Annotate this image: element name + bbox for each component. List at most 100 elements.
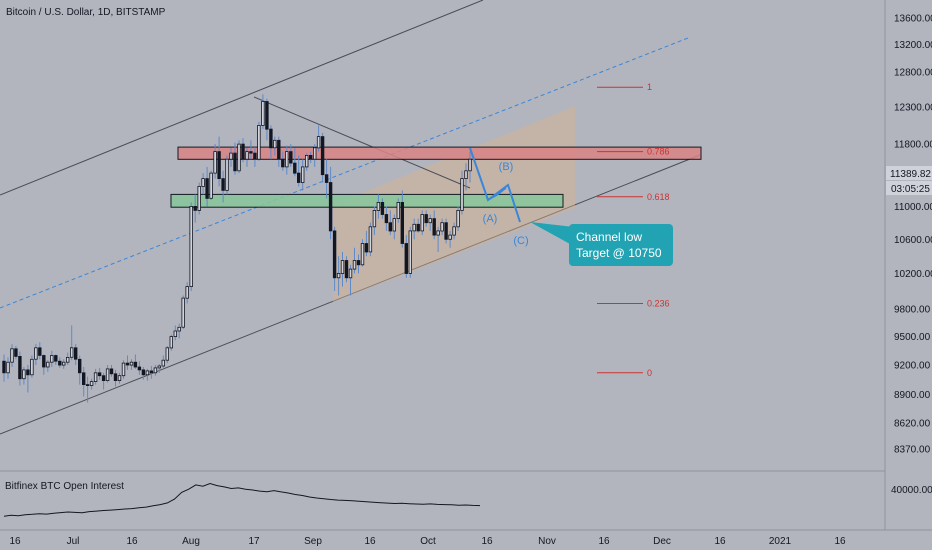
candle-up: [153, 367, 158, 374]
candle-down: [2, 360, 6, 374]
candle-down: [101, 375, 106, 382]
candle-down: [344, 260, 349, 279]
candle-up: [412, 223, 416, 232]
candle-up: [185, 286, 189, 299]
abc-wave-connector: [487, 187, 507, 201]
candle-up: [10, 348, 14, 363]
candle-up: [273, 139, 277, 149]
countdown-label: 03:05:25: [891, 184, 930, 195]
candle-up: [300, 166, 305, 183]
price-tick-label: 13600.00: [894, 14, 932, 25]
price-tick-label: 11800.00: [894, 140, 932, 151]
candle-up: [245, 151, 249, 160]
price-tick-label: 8370.00: [894, 445, 931, 456]
candle-down: [193, 205, 197, 211]
time-tick-label: 16: [364, 536, 376, 547]
current-price-tag: 11389.82 03:05:25: [886, 166, 932, 195]
candle-up: [213, 151, 217, 174]
time-tick-label: Aug: [182, 536, 200, 547]
candle-down: [281, 158, 285, 168]
candle-up: [408, 230, 412, 274]
candle-up: [428, 218, 432, 224]
price-tick-label: 8900.00: [894, 390, 931, 401]
candle-down: [42, 355, 46, 368]
candle-up: [117, 375, 122, 382]
candle-down: [265, 101, 269, 130]
chart-title: Bitcoin / U.S. Dollar, 1D, BITSTAMP: [6, 7, 166, 18]
price-tick-label: 10600.00: [894, 235, 932, 246]
candle-up: [169, 336, 173, 349]
candle-down: [109, 368, 114, 375]
time-axis[interactable]: 16 Jul 16 Aug 17 Sep 16 Oct 16 Nov 16 Dec 16 2021 16: [9, 536, 846, 547]
wave-label: (A): [483, 213, 498, 225]
candle-up: [312, 147, 317, 160]
candle-up: [145, 370, 150, 376]
candle-up: [460, 178, 464, 211]
time-tick-label: 16: [714, 536, 726, 547]
candle-up: [464, 170, 468, 180]
candle-up: [22, 369, 26, 380]
time-tick-label: 17: [248, 536, 260, 547]
candle-down: [38, 347, 42, 356]
candle-up: [420, 214, 424, 232]
candle-down: [388, 222, 392, 232]
candle-up: [129, 361, 134, 366]
price-tick-label: 9500.00: [894, 332, 931, 343]
indicator-tick-label: 40000.00: [891, 485, 932, 496]
candle-up: [257, 125, 261, 160]
pattern-overlay[interactable]: (A) (B) (C) Channel low Target @ 10750: [469, 147, 673, 266]
time-tick-label: 2021: [769, 536, 792, 547]
candle-down: [125, 362, 130, 366]
candle-up: [62, 361, 66, 366]
wave-label: (C): [513, 235, 528, 247]
abc-wave-projection[interactable]: [469, 147, 521, 223]
candle-up: [285, 151, 289, 168]
price-tick-label: 11000.00: [894, 202, 932, 213]
callout-box: [569, 224, 673, 266]
candle-down: [293, 162, 297, 174]
candle-down: [296, 172, 301, 183]
candle-down: [320, 136, 325, 176]
price-tick-label: 12800.00: [894, 67, 932, 78]
candle-up: [436, 230, 440, 236]
channel-upper-line[interactable]: [0, 0, 484, 196]
candle-down: [58, 360, 62, 366]
price-tick-label: 9800.00: [894, 305, 931, 316]
candle-down: [416, 223, 420, 232]
candle-down: [18, 355, 22, 380]
candle-up: [348, 268, 353, 279]
time-tick-label: Jul: [67, 536, 80, 547]
candle-down: [289, 151, 293, 164]
candle-up: [201, 178, 205, 187]
support-zone[interactable]: [170, 193, 564, 208]
candle-up: [396, 201, 400, 219]
candle-up: [189, 205, 193, 287]
fib-level-label: 0: [647, 368, 652, 378]
downtrend-line[interactable]: [253, 96, 471, 189]
indicator-title: Bitfinex BTC Open Interest: [5, 481, 124, 492]
candle-up: [448, 234, 452, 240]
candle-up: [261, 101, 265, 126]
candle-down: [141, 369, 146, 376]
candle-down: [404, 243, 408, 274]
channel-low-callout[interactable]: Channel low Target @ 10750: [530, 222, 673, 266]
time-tick-label: Nov: [538, 536, 556, 547]
current-price-label: 11389.82: [890, 169, 931, 180]
candle-up: [372, 209, 377, 228]
fib-level-label: 0.618: [647, 192, 670, 202]
resistance-zone[interactable]: [177, 146, 702, 160]
candle-up: [105, 368, 110, 381]
wave-label: (B): [499, 161, 514, 173]
indicator-pane: [3, 482, 481, 517]
candle-up: [30, 358, 34, 376]
candle-up: [304, 154, 309, 168]
candle-down: [149, 370, 154, 374]
candle-up: [237, 143, 241, 172]
candle-down: [328, 182, 333, 232]
candle-up: [161, 359, 165, 367]
candle-down: [384, 214, 389, 224]
time-tick-label: 16: [126, 536, 138, 547]
channel-annotations[interactable]: 1 0.786 0.618 0.236 0: [0, 0, 702, 435]
price-tick-label: 10200.00: [894, 269, 932, 280]
